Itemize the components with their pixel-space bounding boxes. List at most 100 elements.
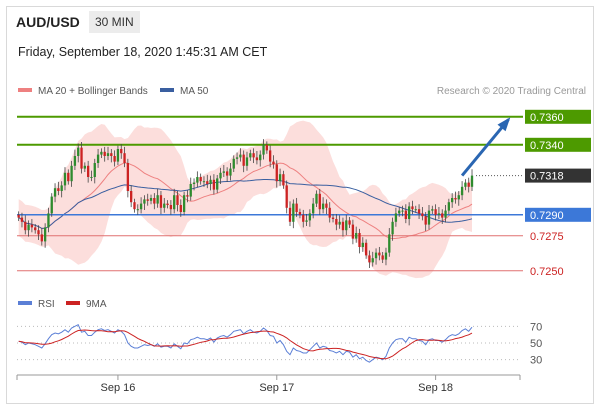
candle: [225, 167, 229, 182]
candle-body: [444, 210, 447, 218]
rsi-tick-label: 50: [530, 338, 542, 350]
candle: [437, 207, 441, 219]
support-label: 0.7250: [530, 266, 564, 278]
candle-body: [414, 209, 417, 211]
candle: [123, 146, 126, 168]
candle-body: [321, 203, 325, 210]
candle: [308, 209, 312, 227]
candle: [37, 225, 40, 241]
candle: [345, 214, 348, 236]
candle-body: [40, 234, 43, 242]
candle-body: [239, 154, 242, 158]
candle: [312, 197, 315, 219]
candle: [454, 191, 457, 204]
candle: [80, 141, 83, 174]
candle-body: [424, 216, 427, 225]
candle: [434, 204, 437, 221]
candle: [391, 217, 394, 241]
candle: [113, 150, 116, 167]
candle-body: [427, 210, 431, 225]
candle: [252, 148, 255, 164]
candle: [182, 191, 186, 216]
candle: [298, 208, 302, 219]
chart-header: AUD/USD 30 MIN: [6, 6, 594, 36]
candle: [90, 170, 93, 182]
candle: [384, 247, 388, 266]
candle-body: [123, 153, 126, 163]
candle-body: [315, 193, 318, 204]
candle: [447, 198, 451, 215]
candle-body: [206, 181, 209, 184]
candle-body: [50, 196, 53, 214]
candle: [239, 148, 242, 162]
candle: [40, 228, 43, 246]
candle-body: [143, 199, 146, 204]
candle-body: [53, 188, 57, 197]
candle: [30, 218, 34, 233]
candle-body: [384, 252, 388, 260]
x-tick-label: Sep 16: [100, 382, 135, 394]
candle-body: [146, 199, 149, 201]
rsi-legend-label: RSI: [38, 299, 55, 310]
candle-body: [411, 206, 414, 210]
timestamp: Friday, September 18, 2020 1:45:31 AM CE…: [18, 45, 268, 59]
candle: [93, 158, 96, 184]
candle-body: [130, 191, 133, 203]
candle: [295, 197, 298, 217]
timeframe-badge[interactable]: 30 MIN: [89, 11, 140, 33]
candle: [268, 145, 272, 168]
candle-body: [378, 252, 381, 256]
candle-body: [421, 213, 424, 217]
candle: [338, 215, 341, 229]
candle-body: [196, 177, 199, 183]
candle: [427, 204, 431, 230]
candle-body: [209, 179, 212, 184]
candle-body: [57, 188, 60, 191]
candle: [47, 207, 50, 233]
candle-body: [192, 182, 196, 184]
candle: [235, 152, 239, 165]
ma50-legend-label: MA 50: [180, 86, 209, 97]
candle: [153, 193, 156, 210]
ma20-legend-swatch: [18, 88, 32, 92]
candle: [444, 204, 447, 223]
candle: [318, 188, 321, 215]
candle-body: [199, 177, 202, 182]
candle-body: [398, 210, 401, 214]
candle: [398, 207, 401, 217]
candle-body: [268, 150, 272, 162]
candle: [169, 200, 173, 215]
candle-body: [24, 221, 27, 231]
candle-body: [120, 149, 123, 154]
candle-body: [318, 193, 321, 210]
candle-body: [169, 205, 173, 210]
candle-body: [282, 174, 285, 186]
candle-body: [189, 184, 192, 197]
candle-body: [305, 220, 308, 222]
candle: [96, 148, 100, 168]
candle-body: [431, 209, 434, 211]
candle: [60, 181, 63, 198]
candle: [173, 188, 176, 214]
candle: [355, 226, 358, 243]
candle-body: [288, 207, 292, 222]
candle: [34, 223, 37, 234]
candle-body: [186, 195, 189, 197]
candle: [285, 180, 288, 214]
candle: [411, 200, 414, 215]
candle: [325, 199, 328, 215]
candle-body: [361, 242, 364, 247]
candle: [149, 194, 153, 205]
candle: [50, 193, 53, 217]
candle: [17, 211, 20, 222]
candle: [159, 191, 163, 215]
candle: [229, 162, 232, 181]
candle: [209, 175, 212, 191]
candle-body: [391, 221, 394, 235]
candle: [321, 197, 325, 214]
candle: [288, 201, 292, 226]
candle: [259, 150, 262, 167]
candle-body: [285, 185, 288, 208]
candle: [70, 160, 73, 187]
candle-body: [166, 203, 169, 205]
